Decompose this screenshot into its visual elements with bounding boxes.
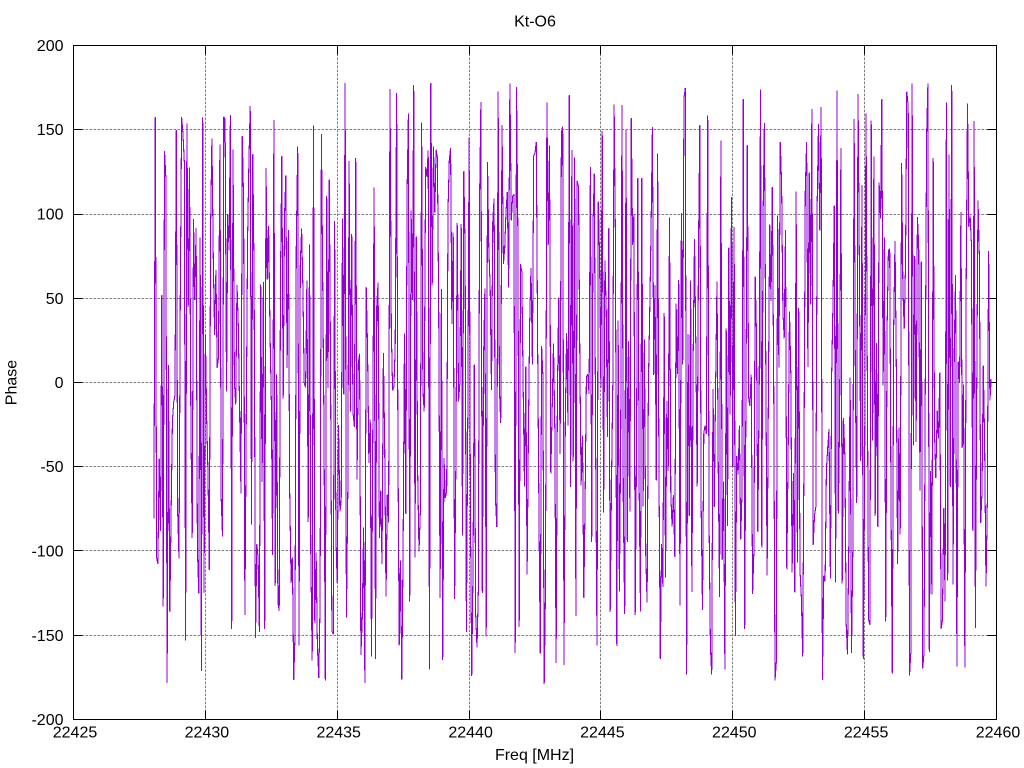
svg-text:-200: -200: [31, 712, 63, 729]
svg-text:22450: 22450: [712, 725, 757, 742]
svg-text:50: 50: [46, 291, 64, 308]
svg-text:-100: -100: [31, 544, 63, 561]
svg-text:200: 200: [37, 38, 64, 55]
svg-text:22460: 22460: [976, 725, 1021, 742]
svg-text:22445: 22445: [580, 725, 625, 742]
svg-text:-50: -50: [40, 459, 63, 476]
svg-text:22455: 22455: [844, 725, 889, 742]
svg-text:Kt-O6: Kt-O6: [514, 14, 556, 31]
svg-text:Freq [MHz]: Freq [MHz]: [495, 747, 574, 764]
svg-text:Phase: Phase: [4, 360, 21, 405]
svg-text:22425: 22425: [53, 725, 98, 742]
svg-text:22435: 22435: [316, 725, 361, 742]
svg-text:22430: 22430: [185, 725, 230, 742]
svg-text:-150: -150: [31, 628, 63, 645]
svg-text:150: 150: [37, 122, 64, 139]
svg-text:0: 0: [55, 375, 64, 392]
svg-text:100: 100: [37, 207, 64, 224]
svg-text:22440: 22440: [448, 725, 493, 742]
